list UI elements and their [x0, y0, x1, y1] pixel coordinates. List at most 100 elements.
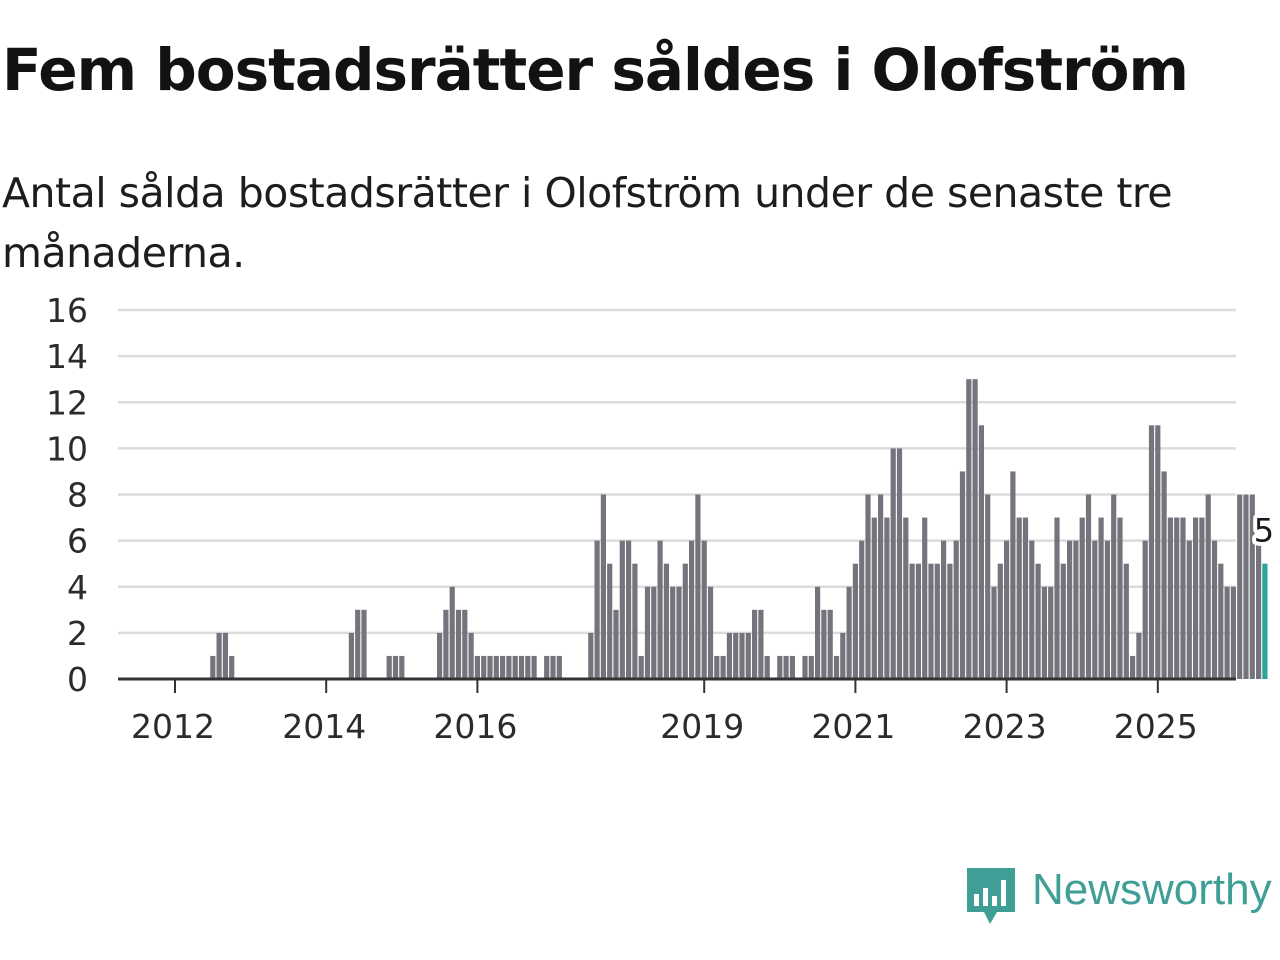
- bar: [619, 540, 625, 679]
- bar: [1243, 494, 1249, 679]
- bar-highlight: [1262, 563, 1268, 679]
- y-tick-label: 8: [67, 476, 88, 515]
- bar: [815, 586, 821, 679]
- bar: [487, 655, 493, 679]
- y-tick-label: 14: [46, 337, 88, 376]
- bar: [1148, 425, 1155, 679]
- bar: [1256, 540, 1262, 679]
- y-tick-label: 0: [67, 660, 88, 699]
- brand-logo: Newsworthy: [964, 864, 1280, 928]
- bar: [1205, 494, 1211, 679]
- bar: [758, 609, 764, 679]
- bar: [670, 586, 676, 679]
- bar: [544, 655, 550, 679]
- bar: [859, 540, 865, 679]
- bar: [695, 494, 701, 679]
- bar: [500, 655, 506, 679]
- bar: [1123, 563, 1129, 679]
- bar: [739, 632, 745, 679]
- bar: [777, 655, 783, 679]
- bar: [720, 655, 726, 679]
- bar: [474, 655, 480, 679]
- bar: [922, 517, 928, 679]
- bar: [789, 655, 795, 679]
- bar: [1048, 586, 1054, 679]
- bar: [512, 655, 518, 679]
- bar: [1130, 655, 1136, 679]
- bar: [959, 471, 966, 679]
- chart-title: Fem bostadsrätter såldes i Olofström: [2, 36, 1189, 104]
- bar: [1041, 586, 1047, 679]
- bar: [355, 609, 361, 679]
- bar: [941, 540, 947, 679]
- x-tick-label: 2019: [660, 707, 744, 746]
- bar: [878, 494, 884, 679]
- x-tick-label: 2025: [1114, 707, 1198, 746]
- bar: [953, 540, 959, 679]
- bar: [1085, 494, 1092, 679]
- bar: [663, 563, 669, 679]
- bar: [651, 586, 657, 679]
- x-tick-label: 2023: [963, 707, 1047, 746]
- bar: [808, 655, 814, 679]
- bar: [752, 609, 758, 679]
- bar: [915, 563, 921, 679]
- y-tick-label: 12: [46, 383, 88, 422]
- bar: [1180, 517, 1186, 679]
- bar: [928, 563, 934, 679]
- newsworthy-logo-icon: [967, 868, 1015, 924]
- bar: [1098, 517, 1104, 679]
- bar: [1155, 425, 1161, 679]
- bar: [840, 632, 846, 679]
- bar: [997, 563, 1003, 679]
- bar: [1004, 540, 1010, 679]
- bar: [638, 655, 644, 679]
- bar: [802, 655, 808, 679]
- bar: [1060, 563, 1066, 679]
- bar: [437, 632, 443, 679]
- bar: [493, 655, 499, 679]
- bar: [1237, 494, 1243, 679]
- bar: [632, 563, 638, 679]
- bar: [531, 655, 537, 679]
- bar: [216, 632, 222, 679]
- bar: [462, 609, 468, 679]
- y-tick-label: 16: [46, 291, 88, 330]
- bar: [1224, 586, 1230, 679]
- bar: [361, 609, 367, 679]
- x-tick-label: 2016: [433, 707, 517, 746]
- bar: [550, 655, 556, 679]
- bar: [1104, 540, 1110, 679]
- bar: [871, 517, 877, 679]
- bar: [833, 655, 840, 679]
- bar: [468, 632, 474, 679]
- y-tick-label: 6: [67, 522, 88, 561]
- bar: [1193, 517, 1199, 679]
- bar: [392, 655, 399, 679]
- bar: [588, 632, 594, 679]
- bar: [1010, 471, 1016, 679]
- bar: [1092, 540, 1098, 679]
- bar: [1142, 540, 1148, 679]
- bar: [733, 632, 739, 679]
- bar: [676, 586, 682, 679]
- bar: [1186, 540, 1192, 679]
- bar: [1029, 540, 1035, 679]
- bar: [972, 379, 978, 679]
- bar: [1073, 540, 1079, 679]
- bar: [689, 540, 695, 679]
- bar: [399, 655, 405, 679]
- bar: [821, 609, 827, 679]
- bar: [455, 609, 462, 679]
- gridlines: [118, 308, 1236, 635]
- x-axis-ticks: 2012 2014 2016 2019 2021 2023 2025: [131, 707, 1198, 746]
- bar: [600, 494, 606, 679]
- bar: [594, 540, 600, 679]
- bar: [657, 540, 663, 679]
- bar: [745, 632, 751, 679]
- bar: [1111, 494, 1117, 679]
- bar: [896, 448, 903, 679]
- bar: [852, 563, 858, 679]
- x-axis: [118, 677, 1236, 693]
- bar: [607, 563, 613, 679]
